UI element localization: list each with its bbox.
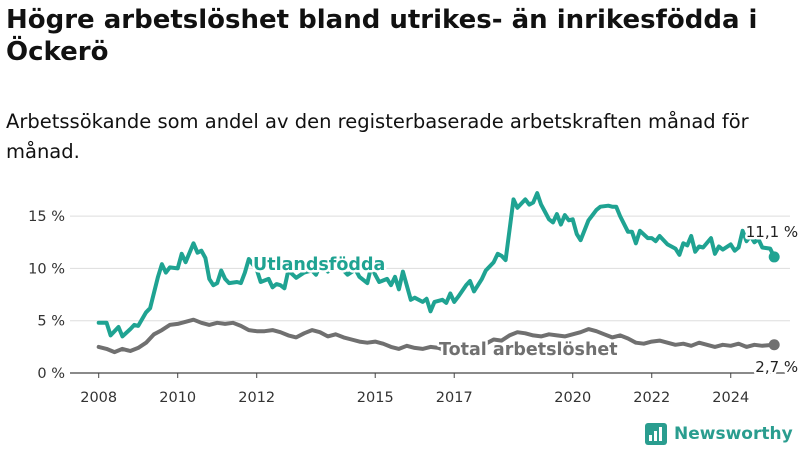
x-tick-label: 2017: [436, 390, 473, 406]
end-point-total: [768, 339, 780, 351]
x-tick-label: 2012: [238, 390, 275, 406]
series-lines: [96, 191, 780, 355]
grid-lines: [70, 215, 790, 374]
series-label-utlandsfodda-halo: Utlandsfödda: [253, 255, 385, 275]
series-label-total: Total arbetslöshet: [439, 340, 618, 360]
brand-name: Newsworthy: [674, 424, 793, 444]
x-tick-label: 2022: [633, 390, 670, 406]
chart-subtitle: Arbetssökande som andel av den registerb…: [6, 110, 749, 163]
x-tick-label: 2020: [554, 390, 591, 406]
y-tick-label: 0 %: [37, 366, 65, 382]
x-tick-label: 2008: [80, 390, 117, 406]
bar-chart-icon: [645, 423, 667, 445]
end-label-utlandsfodda-halo: 11,1 %: [746, 223, 798, 241]
series-label-total-halo: Total arbetslöshet: [439, 340, 618, 360]
x-tick-label: 2010: [159, 390, 196, 406]
y-tick-label: 10 %: [28, 261, 65, 277]
end-label-utlandsfodda: 11,1 %: [746, 223, 798, 241]
x-tick-label: 2024: [712, 390, 749, 406]
end-label-total-halo: 2,7 %: [755, 358, 798, 376]
newsworthy-logo: Newsworthy: [645, 420, 793, 448]
axis: 0 % 5 % 10 % 15 % 2008 2010 2012 2015 2017 2020 20…: [28, 209, 790, 406]
end-point-utlandsfodda: [768, 251, 780, 263]
series-line-utlandsfodda: [96, 191, 777, 339]
chart-title: Högre arbetslöshet bland utrikes- än inr…: [6, 5, 758, 67]
y-tick-label: 15 %: [28, 209, 65, 225]
x-tick-label: 2015: [357, 390, 394, 406]
y-tick-label: 5 %: [37, 314, 65, 330]
end-label-total: 2,7 %: [755, 358, 798, 376]
series-label-utlandsfodda: Utlandsfödda: [253, 255, 385, 275]
series-line-total: [96, 317, 777, 355]
